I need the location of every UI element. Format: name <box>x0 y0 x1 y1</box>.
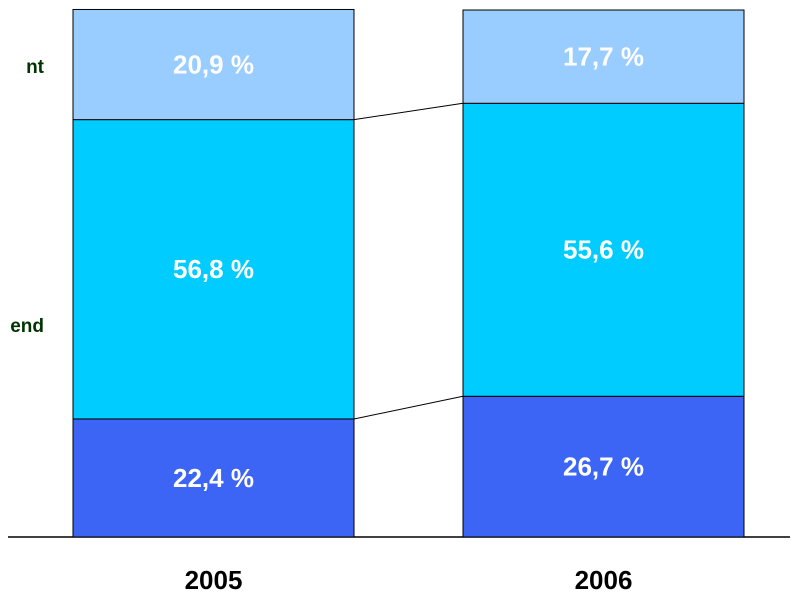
bar-segment <box>462 395 745 538</box>
bar-segment <box>462 9 745 104</box>
x-tick-label: 2006 <box>575 565 633 595</box>
value-label: 22,4 % <box>173 463 254 493</box>
legend-label: nt <box>26 57 45 78</box>
bar-segment <box>462 102 745 397</box>
legend-label: end <box>10 316 44 337</box>
connector <box>353 102 464 121</box>
value-label: 26,7 % <box>563 452 644 482</box>
x-tick-label: 2005 <box>185 565 243 595</box>
bar-segment <box>72 8 355 121</box>
connector <box>353 395 464 420</box>
value-label: 20,9 % <box>173 49 254 79</box>
value-label: 55,6 % <box>563 235 644 265</box>
bar-segment <box>72 418 355 538</box>
value-label: 56,8 % <box>173 254 254 284</box>
bar-segment <box>72 119 355 420</box>
value-label: 17,7 % <box>563 42 644 72</box>
